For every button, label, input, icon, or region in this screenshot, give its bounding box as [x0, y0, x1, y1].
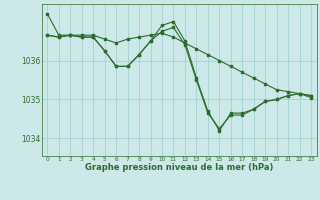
X-axis label: Graphe pression niveau de la mer (hPa): Graphe pression niveau de la mer (hPa)	[85, 163, 273, 172]
